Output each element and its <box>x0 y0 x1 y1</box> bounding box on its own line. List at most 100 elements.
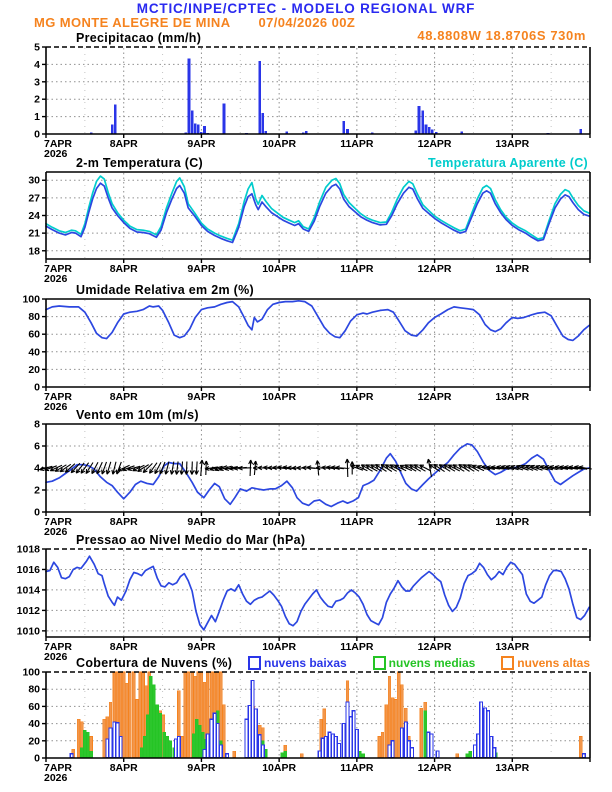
cloud-bar-nuvens-baixas <box>387 744 392 759</box>
cloud-bar-nuvens-altas <box>102 718 106 758</box>
cloud-bar-nuvens-medias <box>465 753 469 758</box>
precip-bar <box>89 132 93 134</box>
x-tick-label: 13APR <box>495 762 529 774</box>
cloud-bar-nuvens-medias <box>191 733 196 758</box>
precip-bar <box>434 131 438 134</box>
x-tick-label: 8APR <box>110 138 138 150</box>
wind-arrow <box>355 464 368 472</box>
cloud-bar-nuvens-medias <box>162 731 166 758</box>
wind-arrow <box>174 461 180 475</box>
cloud-bar-nuvens-medias <box>89 750 93 758</box>
wind-arrow <box>350 464 364 471</box>
low-clouds-swatch-icon <box>248 656 261 670</box>
cloud-bar-nuvens-baixas <box>486 710 491 759</box>
x-tick-label: 10APR <box>262 641 296 653</box>
cloud-bar-nuvens-baixas <box>202 748 207 759</box>
y-tick-label: 100 <box>22 294 40 306</box>
wind-arrow <box>404 464 417 472</box>
y-tick-label: 4 <box>34 59 40 71</box>
wind-arrow <box>529 464 543 471</box>
x-tick-label: 11APR <box>340 138 374 150</box>
cloud-bar-nuvens-medias <box>283 750 288 758</box>
cloud-bar-nuvens-altas <box>122 671 126 758</box>
y-tick-label: 3 <box>34 76 40 88</box>
y-tick-label: 5 <box>34 42 40 54</box>
x-tick-label: 12APR <box>418 762 452 774</box>
cloud-bar-nuvens-baixas <box>317 750 322 759</box>
wind-arrow <box>360 464 373 472</box>
x-tick-label: 8APR <box>110 516 138 528</box>
x-tick-label: 11APR <box>340 516 374 528</box>
wind-arrow <box>248 459 254 477</box>
precip-bar <box>264 130 268 134</box>
wind-arrow <box>105 461 112 475</box>
cloud-bar-nuvens-baixas <box>489 735 494 759</box>
cloud-bar-nuvens-baixas <box>330 733 335 759</box>
x-year-label: 2026 <box>44 526 68 538</box>
cloud-bar-nuvens-medias <box>142 736 147 758</box>
x-tick-label: 7APR <box>44 263 72 275</box>
y-tick-label: 100 <box>22 667 40 679</box>
x-tick-label: 8APR <box>110 762 138 774</box>
x-tick-label: 10APR <box>262 762 296 774</box>
legend-label-low-clouds: nuvens baixas <box>264 656 347 670</box>
precip-bar <box>190 110 194 134</box>
cloud-bar-nuvens-baixas <box>429 733 434 759</box>
precip-bar <box>301 132 305 134</box>
panel-title-temperature: 2-m Temperatura (C) <box>76 156 204 170</box>
wind-arrow <box>452 464 465 472</box>
wind-arrow <box>75 462 85 474</box>
cloud-bar-nuvens-baixas <box>581 753 586 759</box>
wind-arrow <box>380 463 393 472</box>
x-tick-label: 12APR <box>418 641 452 653</box>
cloud-bar-nuvens-medias <box>195 718 199 758</box>
x-tick-label: 12APR <box>418 263 452 275</box>
x-year-label: 2026 <box>44 148 68 160</box>
cloud-bar-nuvens-baixas <box>118 735 123 759</box>
precip-bar <box>417 106 421 134</box>
wind-arrow <box>194 461 199 475</box>
y-tick-label: 40 <box>28 346 40 358</box>
wind-arrow <box>438 464 451 472</box>
wind-arrow <box>189 461 195 475</box>
precip-bar <box>424 124 428 134</box>
x-tick-label: 9APR <box>187 762 215 774</box>
cloud-bar-nuvens-baixas <box>105 738 110 759</box>
wind-arrow <box>127 465 141 472</box>
cloud-bar-nuvens-altas <box>380 731 385 758</box>
wind-arrow <box>490 465 504 470</box>
cloud-bar-nuvens-altas <box>222 704 226 758</box>
cloud-bar-nuvens-medias <box>146 714 150 758</box>
x-tick-label: 9APR <box>187 391 215 403</box>
cloud-bar-nuvens-medias <box>80 747 84 758</box>
precip-bar <box>113 104 117 134</box>
wind-arrow <box>413 464 426 472</box>
cloud-bar-nuvens-medias <box>158 712 162 758</box>
cloud-bar-nuvens-medias <box>468 750 473 758</box>
x-tick-label: 10APR <box>262 516 296 528</box>
precip-bar <box>110 124 114 134</box>
wind-arrow <box>121 465 135 472</box>
cloud-bar-nuvens-medias <box>361 753 365 758</box>
legend-item-low-clouds: nuvens baixas <box>248 656 347 670</box>
y-tick-label: 20 <box>28 735 40 747</box>
cloud-bar-nuvens-baixas <box>410 747 415 759</box>
panel-title-humidity: Umidade Relativa em 2m (%) <box>76 283 254 297</box>
y-tick-label: 1014 <box>17 584 41 596</box>
y-tick-label: 18 <box>28 245 40 257</box>
cloud-bar-nuvens-baixas <box>348 716 353 759</box>
wind-arrow <box>419 464 432 472</box>
wind-arrow <box>394 464 407 472</box>
cloud-bar-nuvens-baixas <box>323 735 328 759</box>
cloud-bar-nuvens-baixas <box>176 735 181 759</box>
cloud-bar-nuvens-baixas <box>247 704 252 759</box>
cloud-bar-nuvens-altas <box>180 736 184 758</box>
x-tick-label: 10APR <box>262 263 296 275</box>
y-tick-label: 0 <box>34 753 40 765</box>
wind-arrow <box>471 464 485 472</box>
cloud-bar-nuvens-baixas <box>406 740 411 759</box>
cloud-bar-nuvens-altas <box>76 718 81 758</box>
x-tick-label: 9APR <box>187 263 215 275</box>
cloud-bar-nuvens-altas <box>384 704 389 758</box>
x-year-label: 2026 <box>44 401 68 413</box>
